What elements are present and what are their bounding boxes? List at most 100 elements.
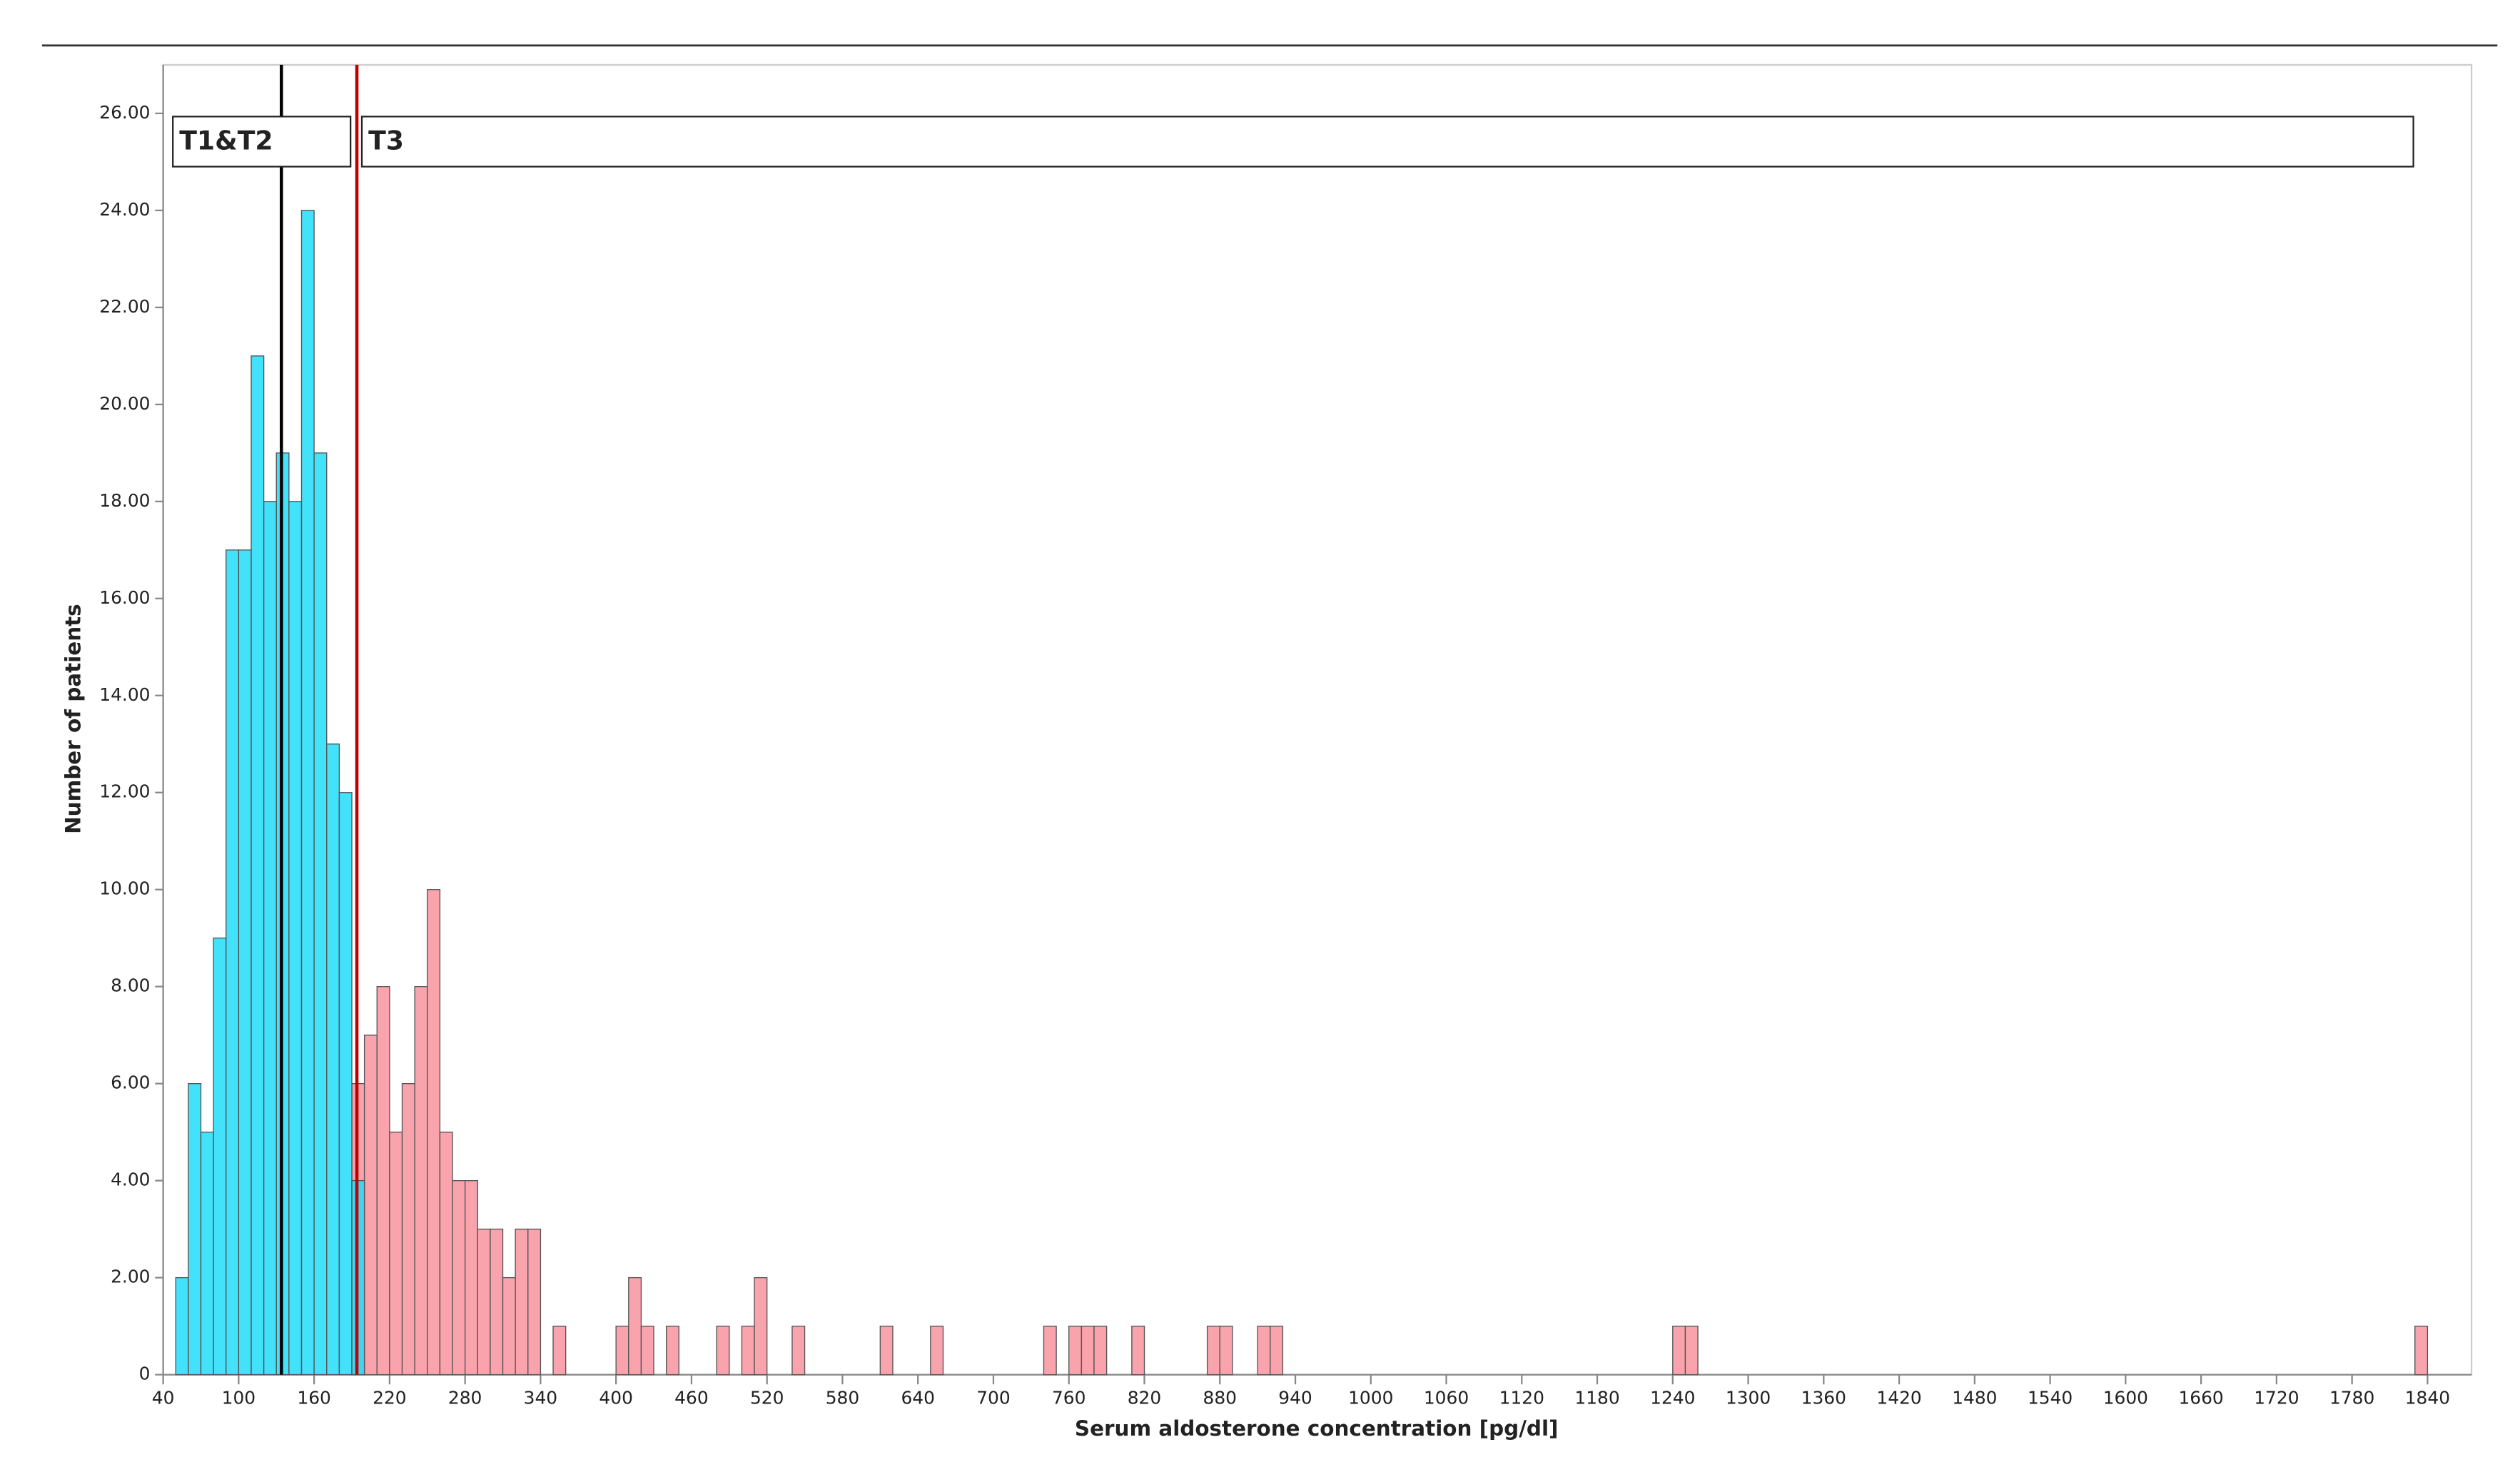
y-tick-label: 2.00 bbox=[111, 1267, 150, 1287]
x-tick-label: 400 bbox=[599, 1388, 632, 1408]
x-tick-label: 1360 bbox=[1801, 1388, 1846, 1408]
bar bbox=[414, 986, 428, 1376]
bar bbox=[326, 743, 340, 1376]
bar bbox=[502, 1276, 516, 1376]
y-tick-label: 8.00 bbox=[111, 975, 150, 996]
bar bbox=[363, 1035, 378, 1376]
bar bbox=[401, 1082, 415, 1376]
bar bbox=[464, 1179, 478, 1376]
bar bbox=[452, 1179, 466, 1376]
x-tick-label: 640 bbox=[901, 1388, 934, 1408]
x-tick-label: 280 bbox=[448, 1388, 482, 1408]
bar bbox=[716, 1325, 730, 1376]
bar bbox=[200, 1131, 214, 1376]
group-box bbox=[172, 116, 352, 168]
bar bbox=[213, 938, 227, 1376]
bar bbox=[1257, 1325, 1271, 1376]
x-tick-label: 1660 bbox=[2178, 1388, 2223, 1408]
y-axis-title: Number of patients bbox=[61, 604, 86, 834]
x-tick-label: 760 bbox=[1052, 1388, 1086, 1408]
bar bbox=[389, 1131, 403, 1376]
bar bbox=[515, 1228, 529, 1376]
bar bbox=[288, 501, 303, 1376]
x-tick-label: 220 bbox=[373, 1388, 406, 1408]
x-tick-label: 1000 bbox=[1348, 1388, 1393, 1408]
group-label: T3 bbox=[368, 126, 404, 156]
x-tick-label: 520 bbox=[750, 1388, 784, 1408]
x-tick-label: 1060 bbox=[1424, 1388, 1469, 1408]
x-tick-label: 1480 bbox=[1952, 1388, 1997, 1408]
x-tick-label: 1180 bbox=[1574, 1388, 1619, 1408]
x-tick-label: 820 bbox=[1128, 1388, 1161, 1408]
bar bbox=[791, 1325, 806, 1376]
bar bbox=[640, 1325, 654, 1376]
bar bbox=[527, 1228, 542, 1376]
bar bbox=[1081, 1325, 1095, 1376]
y-tick-label: 22.00 bbox=[99, 296, 150, 317]
y-tick-label: 12.00 bbox=[99, 781, 150, 802]
y-tick-label: 16.00 bbox=[99, 587, 150, 608]
x-tick-label: 1540 bbox=[2028, 1388, 2073, 1408]
bar bbox=[238, 549, 252, 1376]
plot-frame bbox=[162, 64, 2473, 1376]
bar bbox=[477, 1228, 491, 1376]
bar bbox=[376, 986, 390, 1376]
bar bbox=[251, 355, 265, 1376]
bar bbox=[1068, 1325, 1083, 1376]
bar bbox=[490, 1228, 504, 1376]
y-tick-label: 14.00 bbox=[99, 684, 150, 705]
bar bbox=[1093, 1325, 1108, 1376]
x-tick-label: 580 bbox=[826, 1388, 859, 1408]
y-tick-label: 4.00 bbox=[111, 1169, 150, 1190]
x-tick-label: 1600 bbox=[2103, 1388, 2148, 1408]
bar bbox=[665, 1325, 679, 1376]
bar bbox=[754, 1276, 768, 1376]
x-tick-label: 1720 bbox=[2254, 1388, 2299, 1408]
bar bbox=[1270, 1325, 1284, 1376]
x-tick-label: 40 bbox=[152, 1388, 175, 1408]
y-tick-label: 20.00 bbox=[99, 393, 150, 414]
bar bbox=[313, 452, 328, 1376]
y-tick-label: 26.00 bbox=[99, 102, 150, 123]
bar bbox=[263, 501, 277, 1376]
bar bbox=[1672, 1325, 1686, 1376]
x-tick-label: 460 bbox=[674, 1388, 708, 1408]
x-tick-label: 1840 bbox=[2405, 1388, 2450, 1408]
bar bbox=[188, 1082, 202, 1376]
bar bbox=[930, 1325, 944, 1376]
y-tick-label: 6.00 bbox=[111, 1072, 150, 1093]
bar bbox=[226, 549, 240, 1376]
bar bbox=[1684, 1325, 1699, 1376]
x-tick-label: 1300 bbox=[1726, 1388, 1771, 1408]
group-label: T1&T2 bbox=[179, 126, 273, 156]
y-tick-label: 0 bbox=[139, 1364, 151, 1384]
bar bbox=[1043, 1325, 1057, 1376]
bar bbox=[741, 1325, 755, 1376]
x-axis-title: Serum aldosterone concentration [pg/dl] bbox=[1075, 1416, 1559, 1441]
bar bbox=[2414, 1325, 2429, 1376]
bar bbox=[1131, 1325, 1145, 1376]
bar bbox=[615, 1325, 629, 1376]
bar bbox=[338, 792, 353, 1376]
bar bbox=[1206, 1325, 1220, 1376]
x-tick-label: 1780 bbox=[2329, 1388, 2374, 1408]
bar bbox=[300, 210, 315, 1376]
bar bbox=[175, 1276, 189, 1376]
group-box bbox=[360, 116, 2414, 168]
x-tick-label: 880 bbox=[1203, 1388, 1237, 1408]
x-tick-label: 700 bbox=[976, 1388, 1010, 1408]
x-tick-label: 1120 bbox=[1499, 1388, 1544, 1408]
bar bbox=[879, 1325, 894, 1376]
bar bbox=[1219, 1325, 1233, 1376]
y-tick-label: 18.00 bbox=[99, 490, 150, 511]
x-tick-label: 340 bbox=[524, 1388, 557, 1408]
bar bbox=[628, 1276, 642, 1376]
bar bbox=[427, 889, 441, 1376]
bar bbox=[552, 1325, 567, 1376]
bar bbox=[439, 1131, 453, 1376]
x-tick-label: 160 bbox=[297, 1388, 330, 1408]
y-tick-label: 24.00 bbox=[99, 199, 150, 220]
x-tick-label: 1420 bbox=[1876, 1388, 1921, 1408]
